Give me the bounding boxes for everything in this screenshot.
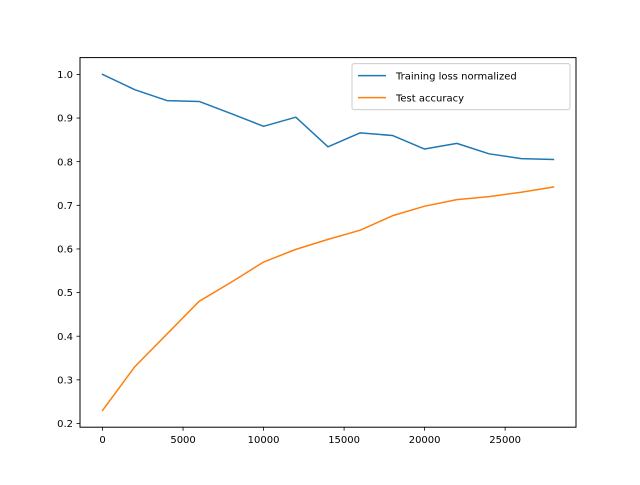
x-tick-label: 0 xyxy=(99,435,105,446)
y-tick-label: 0.9 xyxy=(57,114,73,125)
y-tick-label: 0.2 xyxy=(57,419,73,430)
y-tick-label: 0.8 xyxy=(57,157,73,168)
legend: Training loss normalized Test accuracy xyxy=(352,64,570,110)
x-tick-label: 5000 xyxy=(170,435,195,446)
x-tick-label: 15000 xyxy=(328,435,360,446)
y-tick-label: 1.0 xyxy=(57,70,73,81)
y-tick-label: 0.6 xyxy=(57,245,73,256)
x-tick-label: 25000 xyxy=(489,435,521,446)
x-tick-label: 10000 xyxy=(248,435,280,446)
legend-label: Training loss normalized xyxy=(395,72,517,83)
y-tick-label: 0.3 xyxy=(57,375,73,386)
y-tick-label: 0.5 xyxy=(57,288,73,299)
y-tick-label: 0.7 xyxy=(57,201,73,212)
legend-label: Test accuracy xyxy=(395,94,464,105)
x-tick-label: 20000 xyxy=(409,435,441,446)
y-tick-label: 0.4 xyxy=(57,332,73,343)
